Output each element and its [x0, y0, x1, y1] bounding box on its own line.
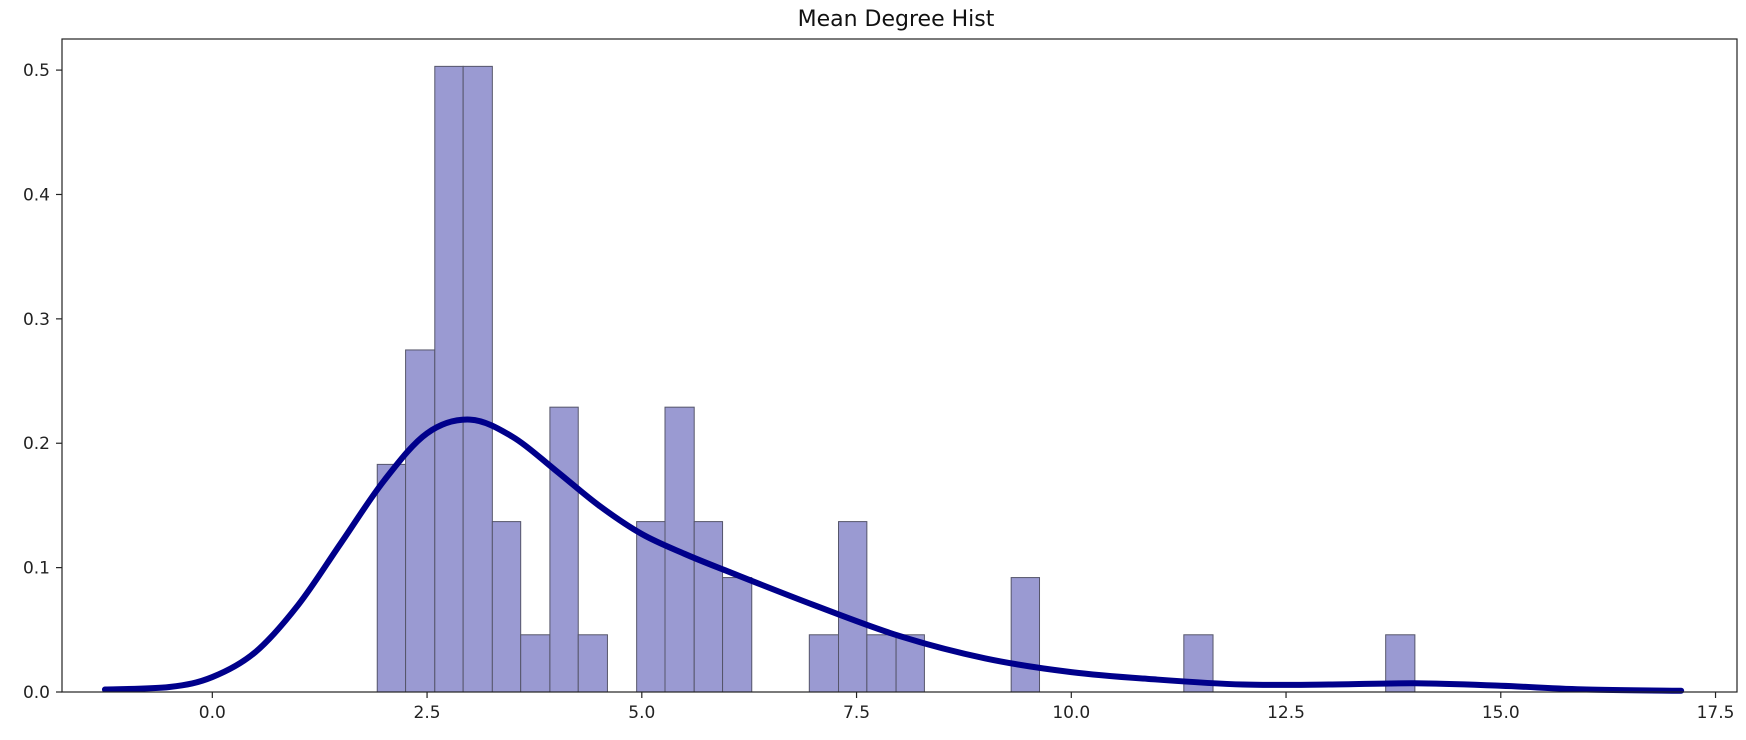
chart-title: Mean Degree Hist — [798, 7, 995, 32]
histogram-bar — [434, 65, 464, 693]
histogram-bar — [549, 406, 579, 693]
histogram-bar — [808, 634, 840, 693]
histogram-bar — [1010, 577, 1041, 693]
x-tick-label: 5.0 — [628, 703, 655, 723]
histogram-bar — [405, 349, 436, 693]
y-tick-label: 0.1 — [23, 559, 50, 579]
x-tick-label: 2.5 — [414, 703, 441, 723]
histogram-bars — [376, 65, 1416, 693]
histogram-bar — [693, 521, 724, 693]
y-tick-label: 0.0 — [23, 683, 50, 703]
histogram-bar — [838, 521, 868, 693]
y-tick-label: 0.2 — [23, 434, 50, 454]
y-axis: 0.0 0.1 0.2 0.3 0.4 0.5 — [23, 61, 62, 703]
y-tick-label: 0.4 — [23, 185, 50, 205]
x-tick-label: 12.5 — [1267, 703, 1305, 723]
kde-curve-group — [101, 416, 1685, 694]
x-axis: 0.0 2.5 5.0 7.5 10.0 12.5 15.0 17.5 — [199, 692, 1735, 723]
histogram-bar — [722, 577, 753, 693]
x-tick-label: 15.0 — [1482, 703, 1520, 723]
histogram-bar — [376, 463, 407, 693]
x-tick-label: 10.0 — [1052, 703, 1090, 723]
x-tick-label: 7.5 — [843, 703, 870, 723]
histogram-bar — [462, 65, 493, 693]
histogram-bar — [866, 634, 897, 693]
kde-curve — [101, 416, 1685, 694]
plot-frame — [61, 38, 1738, 693]
histogram-bar — [491, 521, 522, 693]
histogram-bar — [636, 521, 666, 693]
y-tick-label: 0.3 — [23, 310, 50, 330]
x-tick-label: 17.5 — [1697, 703, 1735, 723]
y-tick-label: 0.5 — [23, 61, 50, 81]
histogram-bar — [520, 634, 551, 693]
histogram-bar — [577, 634, 608, 693]
x-tick-label: 0.0 — [199, 703, 226, 723]
